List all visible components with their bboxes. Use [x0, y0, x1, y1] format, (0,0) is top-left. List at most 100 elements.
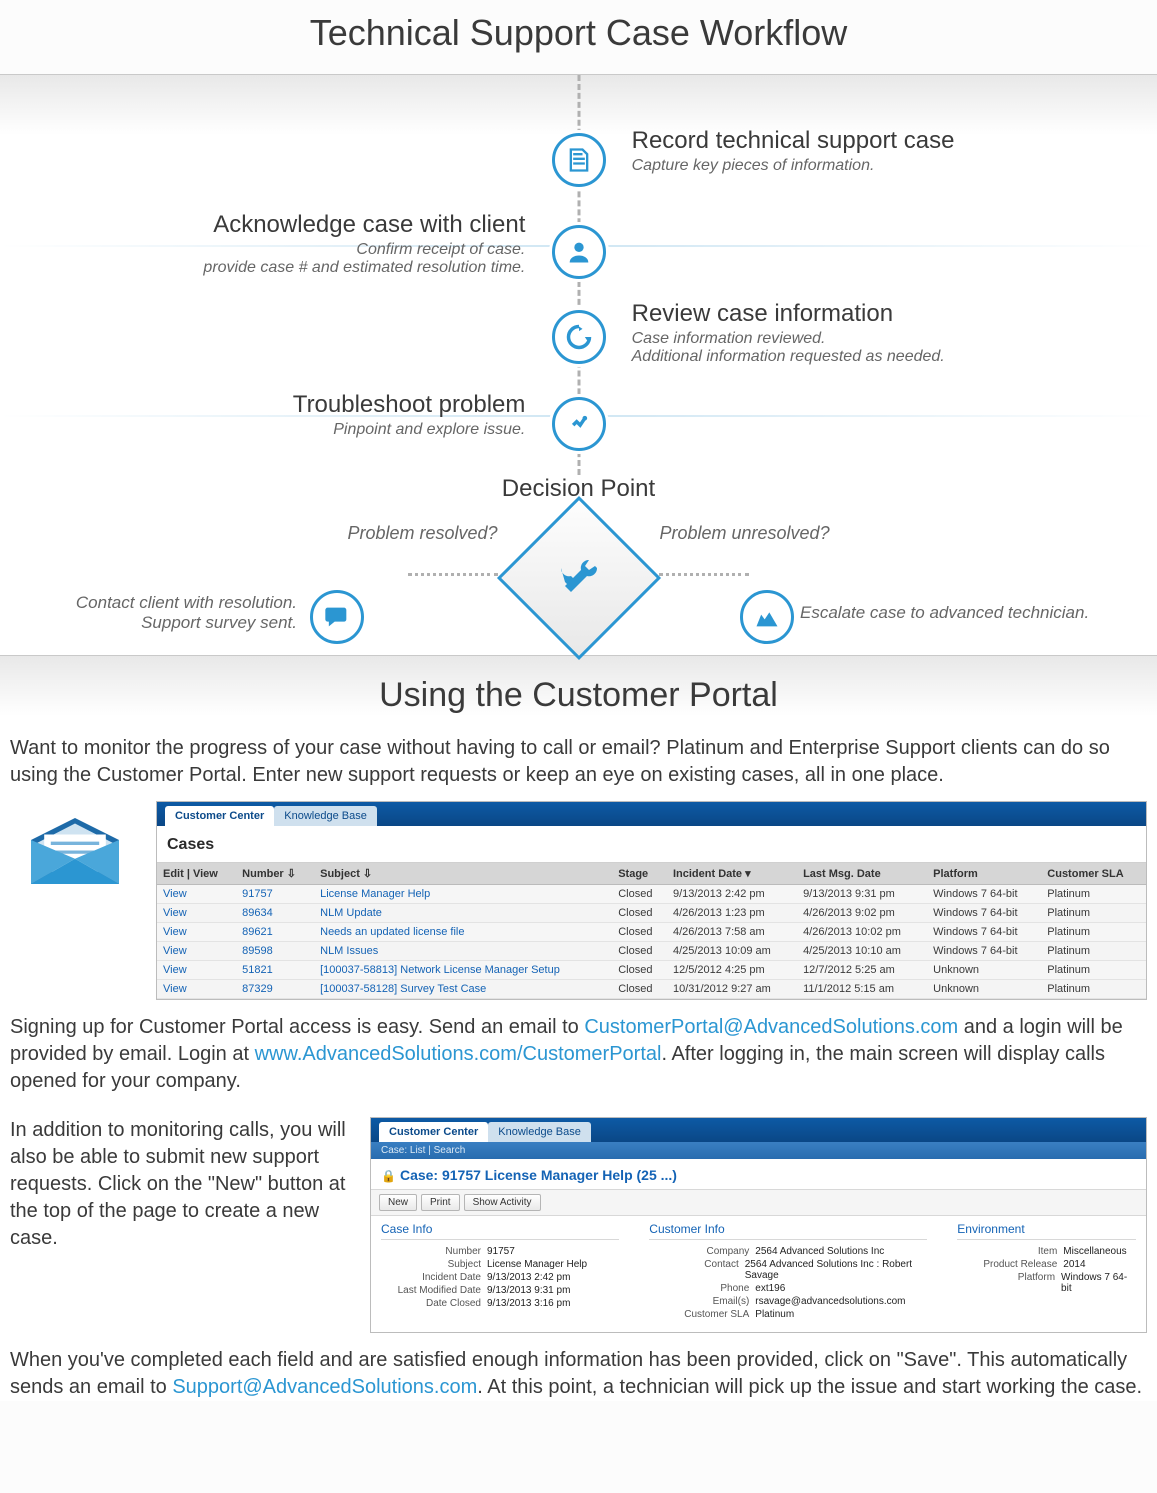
- table-cell: Closed: [612, 885, 667, 904]
- new-button[interactable]: New: [379, 1194, 417, 1211]
- col-title: Environment: [957, 1222, 1136, 1240]
- support-email-link[interactable]: Support@AdvancedSolutions.com: [172, 1376, 477, 1398]
- kv-value: License Manager Help: [487, 1259, 587, 1270]
- table-cell: View: [157, 980, 236, 999]
- table-cell: 4/25/2013 10:10 am: [797, 942, 927, 961]
- review-icon: [552, 310, 606, 364]
- table-row[interactable]: View89598NLM IssuesClosed4/25/2013 10:09…: [157, 942, 1146, 961]
- kv-key: Number: [381, 1246, 487, 1257]
- outcome-line: Contact client with resolution.: [0, 593, 297, 613]
- portal-url-link[interactable]: www.AdvancedSolutions.com/CustomerPortal: [255, 1043, 662, 1065]
- kv-key: Last Modified Date: [381, 1285, 487, 1296]
- table-cell: 11/1/2012 5:15 am: [797, 980, 927, 999]
- step-title: Troubleshoot problem: [105, 391, 525, 419]
- table-cell: 89598: [236, 942, 314, 961]
- table-cell: Platinum: [1041, 942, 1146, 961]
- step-sub: Confirm receipt of case.: [105, 241, 525, 259]
- table-cell: [100037-58128] Survey Test Case: [314, 980, 612, 999]
- step-troubleshoot: Troubleshoot problem Pinpoint and explor…: [105, 391, 555, 439]
- table-cell: 12/7/2012 5:25 am: [797, 961, 927, 980]
- table-cell: NLM Update: [314, 904, 612, 923]
- step-acknowledge: Acknowledge case with client Confirm rec…: [105, 211, 555, 277]
- kv-value: 9/13/2013 3:16 pm: [487, 1298, 570, 1309]
- email-link[interactable]: CustomerPortal@AdvancedSolutions.com: [584, 1016, 958, 1038]
- column-header[interactable]: Platform: [927, 863, 1041, 885]
- outcome-line: Support survey sent.: [0, 613, 297, 633]
- column-header[interactable]: Last Msg. Date: [797, 863, 927, 885]
- kv-row: Contact2564 Advanced Solutions Inc : Rob…: [649, 1259, 927, 1281]
- kv-row: Customer SLAPlatinum: [649, 1309, 927, 1320]
- table-row[interactable]: View87329[100037-58128] Survey Test Case…: [157, 980, 1146, 999]
- table-cell: 4/26/2013 1:23 pm: [667, 904, 797, 923]
- tab-customer-center[interactable]: Customer Center: [165, 806, 274, 826]
- kv-key: Date Closed: [381, 1298, 487, 1309]
- table-cell: License Manager Help: [314, 885, 612, 904]
- kv-row: Product Release2014: [957, 1259, 1136, 1270]
- kv-row: Date Closed9/13/2013 3:16 pm: [381, 1298, 619, 1309]
- step-sub: Pinpoint and explore issue.: [105, 421, 525, 439]
- save-paragraph: When you've completed each field and are…: [10, 1347, 1147, 1401]
- portal-cases-screenshot: Customer Center Knowledge Base Cases Edi…: [156, 801, 1147, 1000]
- table-row[interactable]: View89621Needs an updated license fileCl…: [157, 923, 1146, 942]
- column-header[interactable]: Number ⇩: [236, 863, 314, 885]
- acknowledge-icon: [552, 225, 606, 279]
- workflow-diagram: Record technical support case Capture ke…: [0, 74, 1157, 655]
- intro-paragraph: Want to monitor the progress of your cas…: [10, 735, 1147, 789]
- kv-value: 9/13/2013 9:31 pm: [487, 1285, 570, 1296]
- column-header[interactable]: Incident Date ▾: [667, 863, 797, 885]
- table-cell: Unknown: [927, 980, 1041, 999]
- escalate-icon: [740, 590, 794, 644]
- kv-value: 2564 Advanced Solutions Inc : Robert Sav…: [745, 1259, 928, 1281]
- table-cell: Platinum: [1041, 961, 1146, 980]
- step-title: Record technical support case: [632, 127, 1052, 155]
- column-header[interactable]: Subject ⇩: [314, 863, 612, 885]
- table-cell: View: [157, 904, 236, 923]
- connector-dots: [408, 573, 498, 576]
- kv-key: Contact: [649, 1259, 744, 1281]
- table-cell: 4/25/2013 10:09 am: [667, 942, 797, 961]
- table-row[interactable]: View91757License Manager HelpClosed9/13/…: [157, 885, 1146, 904]
- kv-row: Phoneext196: [649, 1283, 927, 1294]
- kv-value: Windows 7 64-bit: [1061, 1272, 1136, 1294]
- kv-value: 2564 Advanced Solutions Inc: [755, 1246, 884, 1257]
- table-row[interactable]: View89634NLM UpdateClosed4/26/2013 1:23 …: [157, 904, 1146, 923]
- table-cell: Platinum: [1041, 885, 1146, 904]
- table-cell: Platinum: [1041, 904, 1146, 923]
- table-cell: View: [157, 885, 236, 904]
- column-header[interactable]: Stage: [612, 863, 667, 885]
- case-subnav: Case: List | Search: [371, 1142, 1146, 1159]
- table-cell: 4/26/2013 7:58 am: [667, 923, 797, 942]
- kv-value: rsavage@advancedsolutions.com: [755, 1296, 905, 1307]
- kv-row: Incident Date9/13/2013 2:42 pm: [381, 1272, 619, 1283]
- table-row[interactable]: View51821[100037-58813] Network License …: [157, 961, 1146, 980]
- outcome-left: Contact client with resolution. Support …: [0, 593, 297, 633]
- portal-tabs: Customer Center Knowledge Base: [157, 802, 1146, 826]
- kv-value: 91757: [487, 1246, 515, 1257]
- kv-value: Miscellaneous: [1063, 1246, 1126, 1257]
- kv-key: Subject: [381, 1259, 487, 1270]
- table-cell: Closed: [612, 923, 667, 942]
- table-cell: Unknown: [927, 961, 1041, 980]
- kv-key: Phone: [649, 1283, 755, 1294]
- step-sub: Case information reviewed.: [632, 330, 1052, 348]
- tab-customer-center[interactable]: Customer Center: [379, 1122, 488, 1142]
- table-cell: 9/13/2013 2:42 pm: [667, 885, 797, 904]
- print-button[interactable]: Print: [421, 1194, 460, 1211]
- record-icon: [552, 133, 606, 187]
- table-cell: 9/13/2013 9:31 pm: [797, 885, 927, 904]
- kv-key: Incident Date: [381, 1272, 487, 1283]
- table-cell: 87329: [236, 980, 314, 999]
- kv-value: Platinum: [755, 1309, 794, 1320]
- col-title: Customer Info: [649, 1222, 927, 1240]
- troubleshoot-icon: [552, 397, 606, 451]
- customer-portal-section: Using the Customer Portal Want to monito…: [0, 655, 1157, 1401]
- table-cell: Windows 7 64-bit: [927, 885, 1041, 904]
- column-header[interactable]: Edit | View: [157, 863, 236, 885]
- show-activity-button[interactable]: Show Activity: [464, 1194, 541, 1211]
- tab-knowledge-base[interactable]: Knowledge Base: [488, 1122, 591, 1142]
- mail-icon: [10, 801, 140, 901]
- tab-knowledge-base[interactable]: Knowledge Base: [274, 806, 377, 826]
- kv-key: Customer SLA: [649, 1309, 755, 1320]
- column-header[interactable]: Customer SLA: [1041, 863, 1146, 885]
- resolution-icon: [310, 590, 364, 644]
